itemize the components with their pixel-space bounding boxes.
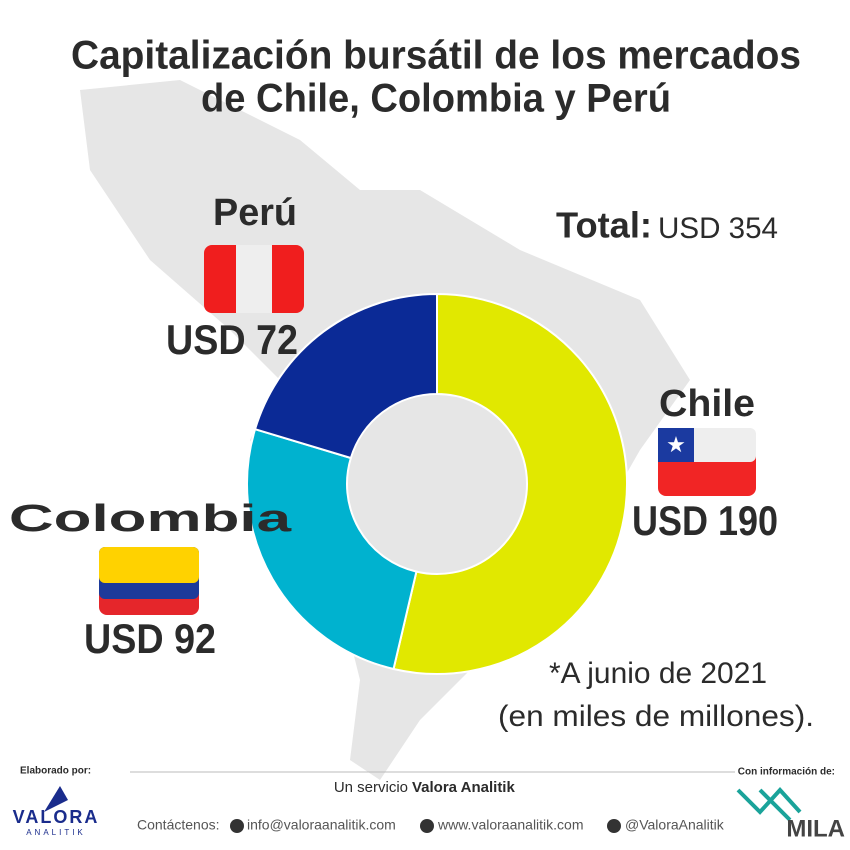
brand-sub: ANALITIK bbox=[26, 828, 86, 837]
twitter: @ValoraAnalitik bbox=[625, 817, 725, 833]
note: *A junio de 2021 bbox=[549, 657, 767, 690]
source-label: Con información de: bbox=[738, 767, 835, 778]
value-label: USD 92 bbox=[84, 615, 216, 662]
email: info@valoraanalitik.com bbox=[247, 817, 396, 833]
donut-slice bbox=[246, 427, 418, 671]
service-prefix: Un servicio bbox=[334, 779, 408, 796]
brand: VALORA bbox=[13, 807, 100, 827]
made-by: Elaborado por: bbox=[20, 766, 91, 777]
source-logo bbox=[736, 787, 802, 822]
category-label: Colombia bbox=[9, 498, 293, 540]
donut bbox=[246, 292, 628, 675]
contact: Contáctenos: bbox=[137, 817, 220, 833]
source: MILA bbox=[786, 815, 845, 842]
icon-mail bbox=[230, 819, 244, 833]
web: www.valoraanalitik.com bbox=[437, 817, 584, 833]
service-name: Valora Analitik bbox=[412, 779, 515, 796]
title-line: de Chile, Colombia y Perú bbox=[201, 77, 671, 121]
icon-web bbox=[420, 819, 434, 833]
flag-chile: ★ bbox=[658, 428, 756, 496]
flag-colombia bbox=[99, 547, 199, 615]
total-label: Total: bbox=[556, 205, 652, 246]
value-label: USD 72 bbox=[166, 316, 298, 363]
value-label: USD 190 bbox=[632, 497, 778, 544]
brand-logo bbox=[44, 786, 68, 812]
note: (en miles de millones). bbox=[498, 700, 814, 733]
donut-slice bbox=[392, 292, 628, 675]
icon-twitter bbox=[607, 819, 621, 833]
donut-slice bbox=[253, 292, 438, 460]
flag-peru bbox=[204, 245, 304, 313]
title-line: Capitalización bursátil de los mercados bbox=[71, 34, 801, 78]
category-label: Chile bbox=[659, 383, 755, 425]
svg-text:★: ★ bbox=[666, 432, 686, 457]
category-label: Perú bbox=[213, 192, 297, 234]
total-value: USD 354 bbox=[658, 212, 778, 245]
